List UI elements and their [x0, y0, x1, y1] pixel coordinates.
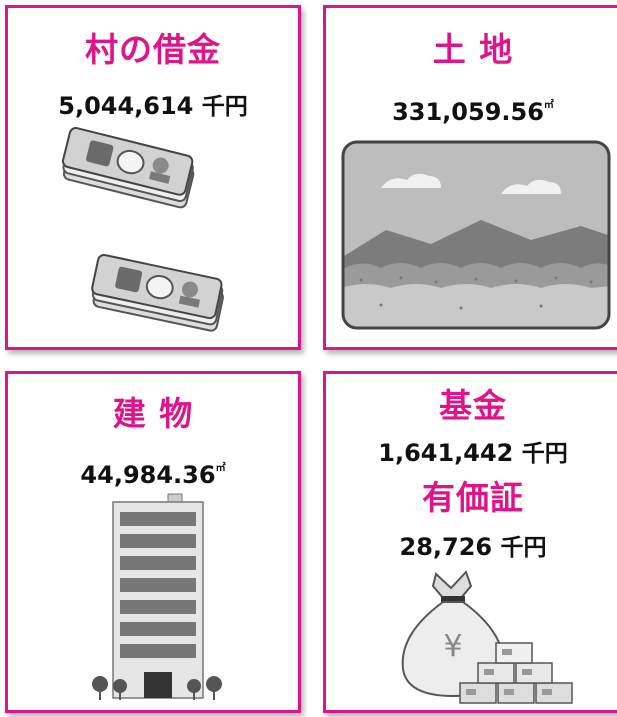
debt-amount: 5,044,614 — [58, 92, 194, 120]
office-building-icon — [92, 493, 222, 700]
fund-value: 1,641,442 千円 — [326, 438, 617, 469]
fund-title: 基金 — [439, 386, 507, 425]
banknote-bundle-icon — [61, 126, 195, 209]
land-value: 331,059.56㎡ — [326, 91, 617, 127]
building-title: 建 物 — [112, 394, 194, 433]
fund-amount: 1,641,442 — [378, 439, 514, 467]
debt-value: 5,044,614 千円 — [8, 91, 298, 122]
fund-card: 基金 1,641,442 千円 有価証 28,726 千円 ¥ — [323, 371, 617, 713]
debt-unit: 千円 — [201, 94, 248, 120]
building-value: 44,984.36㎡ — [8, 454, 298, 490]
svg-text:¥: ¥ — [443, 629, 462, 664]
land-title: 土 地 — [432, 30, 514, 69]
building-amount: 44,984.36 — [80, 461, 216, 489]
landscape-icon — [341, 140, 611, 330]
building-unit: ㎡ — [215, 463, 226, 474]
securities-unit: 千円 — [500, 535, 547, 561]
land-card: 土 地 331,059.56㎡ — [323, 5, 617, 350]
land-unit: ㎡ — [543, 100, 554, 111]
yen-bills-icon — [459, 642, 573, 704]
building-card: 建 物 44,984.36㎡ — [5, 371, 301, 713]
securities-title: 有価証 — [422, 478, 524, 517]
securities-value: 28,726 千円 — [326, 532, 617, 563]
land-amount: 331,059.56 — [392, 98, 544, 126]
debt-card: 村の借金 5,044,614 千円 — [5, 5, 301, 350]
banknote-bundle-icon — [91, 253, 224, 332]
fund-unit: 千円 — [521, 441, 568, 467]
securities-amount: 28,726 — [399, 533, 493, 561]
debt-title: 村の借金 — [85, 30, 221, 69]
